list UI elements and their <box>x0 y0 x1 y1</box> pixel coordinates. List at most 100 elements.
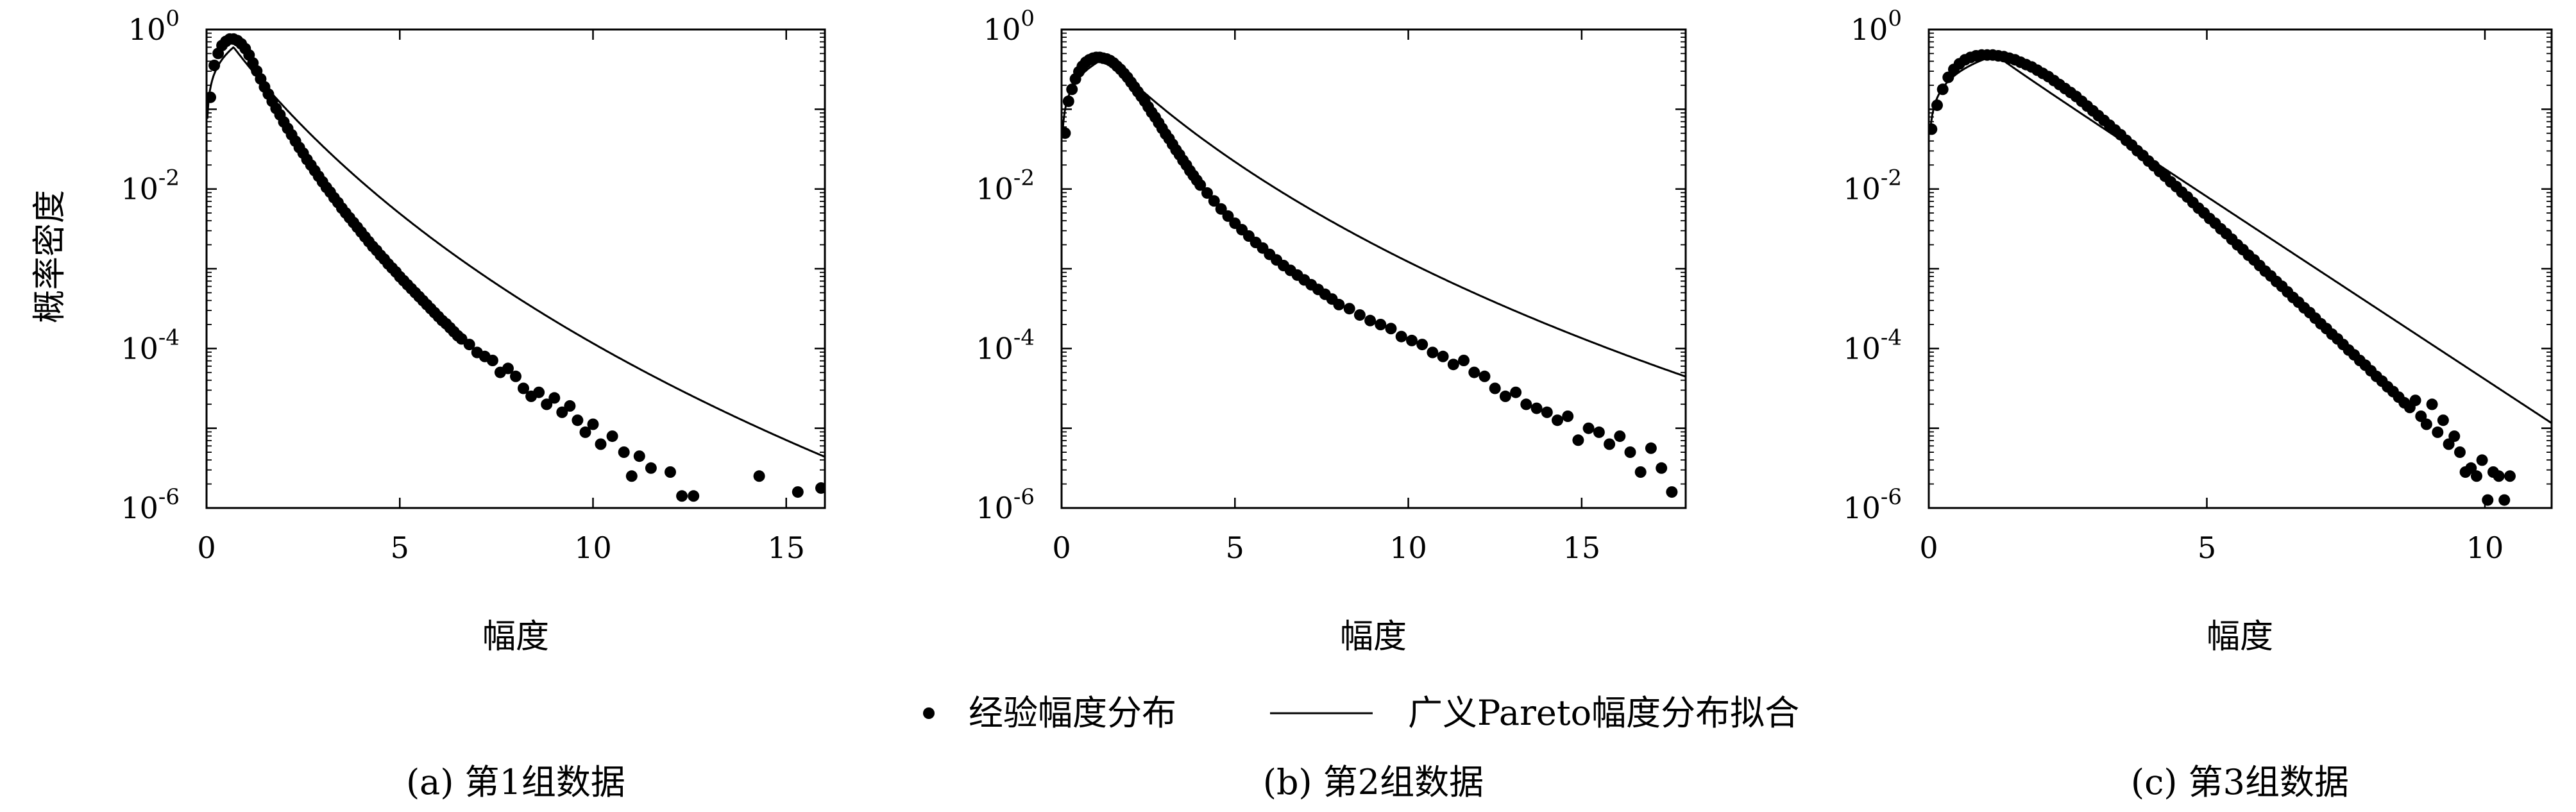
data-point <box>2426 398 2438 410</box>
data-point <box>1634 466 1647 478</box>
data-point <box>1489 382 1501 394</box>
data-point <box>1201 187 1213 199</box>
data-point <box>815 482 825 494</box>
data-point <box>502 362 514 375</box>
data-point <box>1572 434 1584 446</box>
data-point <box>595 438 607 450</box>
data-point <box>548 392 561 404</box>
data-point <box>1194 179 1207 191</box>
x-tick-label: 0 <box>1919 530 1938 565</box>
data-point <box>1929 123 1938 135</box>
data-point <box>1385 323 1397 335</box>
y-tick-label: 10-4 <box>976 325 1035 366</box>
data-point <box>556 406 568 418</box>
panel-caption: (b) 第2组数据 <box>1263 762 1484 802</box>
panel-caption: (c) 第3组数据 <box>2131 762 2349 802</box>
data-point <box>633 450 645 462</box>
data-point <box>1645 442 1657 454</box>
x-tick-label: 15 <box>767 530 805 565</box>
data-point <box>2498 494 2511 506</box>
data-point <box>1437 350 1449 362</box>
data-point <box>1541 406 1553 418</box>
x-tick-label: 0 <box>197 530 216 565</box>
data-point <box>1343 303 1355 315</box>
data-point <box>1215 203 1227 215</box>
data-point <box>1427 346 1439 359</box>
y-tick-label: 100 <box>128 6 180 47</box>
data-point <box>2493 470 2505 482</box>
y-tick-label: 10-2 <box>121 165 180 207</box>
data-point <box>606 430 618 443</box>
fit-curve <box>1062 56 1686 378</box>
data-point <box>2476 454 2488 466</box>
data-point <box>792 486 804 498</box>
data-point <box>1458 355 1470 366</box>
data-point <box>676 490 688 502</box>
data-point <box>1562 410 1574 422</box>
legend: 经验幅度分布 广义Pareto幅度分布拟合 <box>923 693 1799 733</box>
data-point <box>2437 414 2449 427</box>
y-tick-label: 100 <box>983 6 1035 47</box>
y-tick-label: 10-6 <box>1843 484 1902 525</box>
data-point <box>665 466 676 478</box>
data-point <box>688 490 700 502</box>
data-point <box>2420 418 2432 430</box>
data-point <box>1931 99 1943 112</box>
y-tick-label: 10-6 <box>121 484 180 525</box>
data-point <box>579 426 591 438</box>
legend-line-label: 广义Pareto幅度分布拟合 <box>1408 693 1799 733</box>
y-tick-label: 10-2 <box>976 165 1035 207</box>
data-point <box>2482 494 2494 506</box>
data-point <box>1353 309 1366 321</box>
data-point <box>618 446 630 458</box>
data-point <box>1416 339 1428 351</box>
x-tick-label: 5 <box>391 530 409 565</box>
legend-marker-label: 经验幅度分布 <box>969 693 1176 733</box>
x-tick-label: 5 <box>2198 530 2216 565</box>
data-point <box>510 370 521 382</box>
x-tick-label: 10 <box>574 530 612 565</box>
data-point <box>1530 402 1543 414</box>
data-point <box>541 398 553 410</box>
data-point <box>1479 370 1491 382</box>
y-axis-title: 概率密度 <box>31 190 69 323</box>
plot-area: 100 10-2 10-4 10-6 0 5 10 15 <box>121 6 826 565</box>
data-point <box>1936 83 1949 96</box>
axes-frame <box>205 28 826 509</box>
data-point <box>753 470 765 482</box>
panel-a: 100 10-2 10-4 10-6 0 5 10 15 幅度 (a) 第1组数据 <box>121 6 826 802</box>
data-point <box>208 60 221 71</box>
data-point <box>1062 127 1071 139</box>
data-point <box>625 470 638 482</box>
fit-curve <box>207 46 825 458</box>
data-point <box>1656 462 1668 474</box>
scatter-series <box>1062 51 1678 498</box>
data-point <box>2465 462 2477 474</box>
data-point <box>1604 438 1616 450</box>
x-axis-title: 幅度 <box>2207 618 2273 656</box>
data-point <box>518 382 529 394</box>
data-point <box>587 418 599 430</box>
x-axis-title: 幅度 <box>482 618 549 656</box>
data-point <box>463 339 475 351</box>
data-point <box>2471 470 2482 482</box>
data-point <box>1375 319 1387 330</box>
data-point <box>1614 430 1626 443</box>
y-tick-label: 100 <box>1851 6 1902 47</box>
legend-marker-symbol <box>923 707 935 719</box>
data-point <box>1552 414 1563 427</box>
x-axis-title: 幅度 <box>1340 618 1407 656</box>
data-point <box>1333 298 1345 310</box>
data-point <box>533 386 545 398</box>
data-point <box>2432 426 2444 438</box>
data-point <box>1066 83 1078 96</box>
y-tick-label: 10-4 <box>121 325 180 366</box>
data-point <box>1447 359 1459 371</box>
data-point <box>572 414 584 427</box>
panel-caption: (a) 第1组数据 <box>406 762 625 802</box>
data-point <box>564 400 576 412</box>
data-point <box>645 462 657 474</box>
data-point <box>1208 195 1220 207</box>
data-point <box>1582 422 1595 434</box>
data-point <box>207 91 216 103</box>
